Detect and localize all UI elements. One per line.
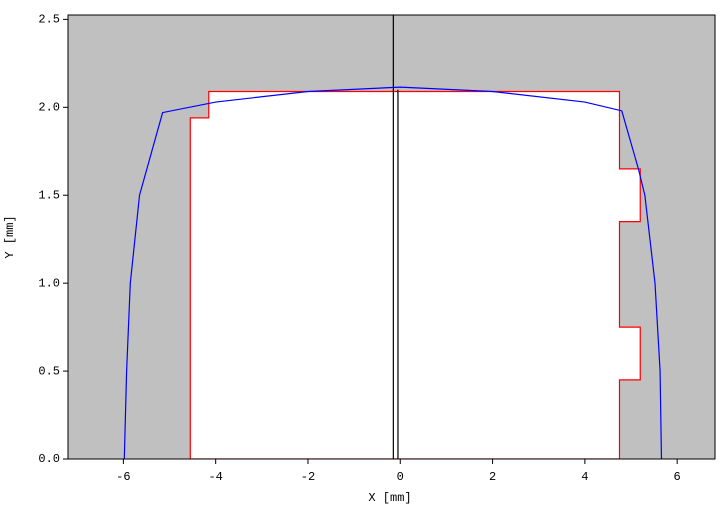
y-tick-label: 2.0	[38, 100, 60, 114]
series-line	[189, 90, 641, 459]
y-tick-label: 1.5	[38, 188, 60, 202]
plot-area	[123, 15, 663, 459]
x-tick-label: -2	[301, 470, 315, 484]
y-tick-label: 0.5	[38, 364, 60, 378]
x-tick-label: 2	[489, 470, 496, 484]
x-tick-label: 6	[674, 470, 681, 484]
plot-frame	[67, 14, 716, 460]
series-line	[123, 86, 663, 459]
y-tick-label: 2.5	[38, 13, 60, 27]
y-axis-label: Y [mm]	[3, 215, 17, 258]
x-axis-label: X [mm]	[368, 491, 411, 505]
y-tick-label: 0.0	[38, 452, 60, 466]
y-tick-label: 1.0	[38, 276, 60, 290]
x-tick-label: 4	[581, 470, 588, 484]
x-tick-label: -4	[208, 470, 222, 484]
x-tick-label: 0	[397, 470, 404, 484]
x-tick-label: -6	[116, 470, 130, 484]
